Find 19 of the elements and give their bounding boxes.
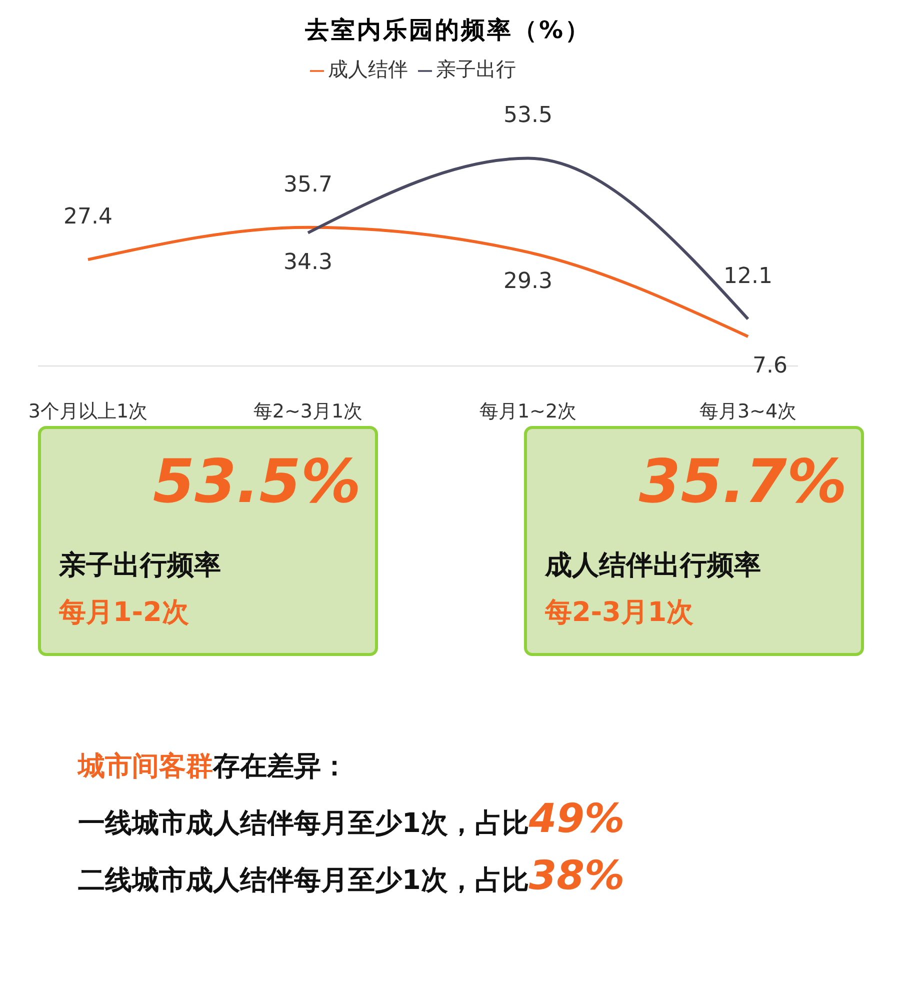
text-card: 53.5% 亲子出行频率 每月1-2次: [38, 426, 378, 656]
text-card: 35.7% 成人结伴出行频率 每2-3月1次: [524, 426, 864, 656]
legend-label: 成人结伴: [328, 57, 408, 81]
x-tick-label: 每2~3月1次: [253, 400, 363, 422]
x-tick-label: 每月3~4次: [699, 400, 797, 422]
data-label: 53.5: [504, 103, 552, 128]
text: 城市间客群: [78, 751, 213, 782]
text: 38%: [528, 853, 625, 899]
data-label: 7.6: [752, 353, 788, 378]
x-tick-label: 3个月以上1次: [28, 400, 148, 422]
data-label: 29.3: [504, 269, 552, 294]
chart-title: 去室内乐园的频率（%）: [304, 15, 592, 46]
legend-label: 亲子出行: [436, 57, 516, 81]
x-tick-label: 每月1~2次: [479, 400, 577, 422]
data-label: 35.7: [284, 172, 332, 198]
data-label: 27.4: [64, 204, 112, 230]
data-label: 34.3: [284, 250, 332, 275]
data-label: 12.1: [724, 264, 772, 290]
text: 49%: [528, 796, 625, 842]
